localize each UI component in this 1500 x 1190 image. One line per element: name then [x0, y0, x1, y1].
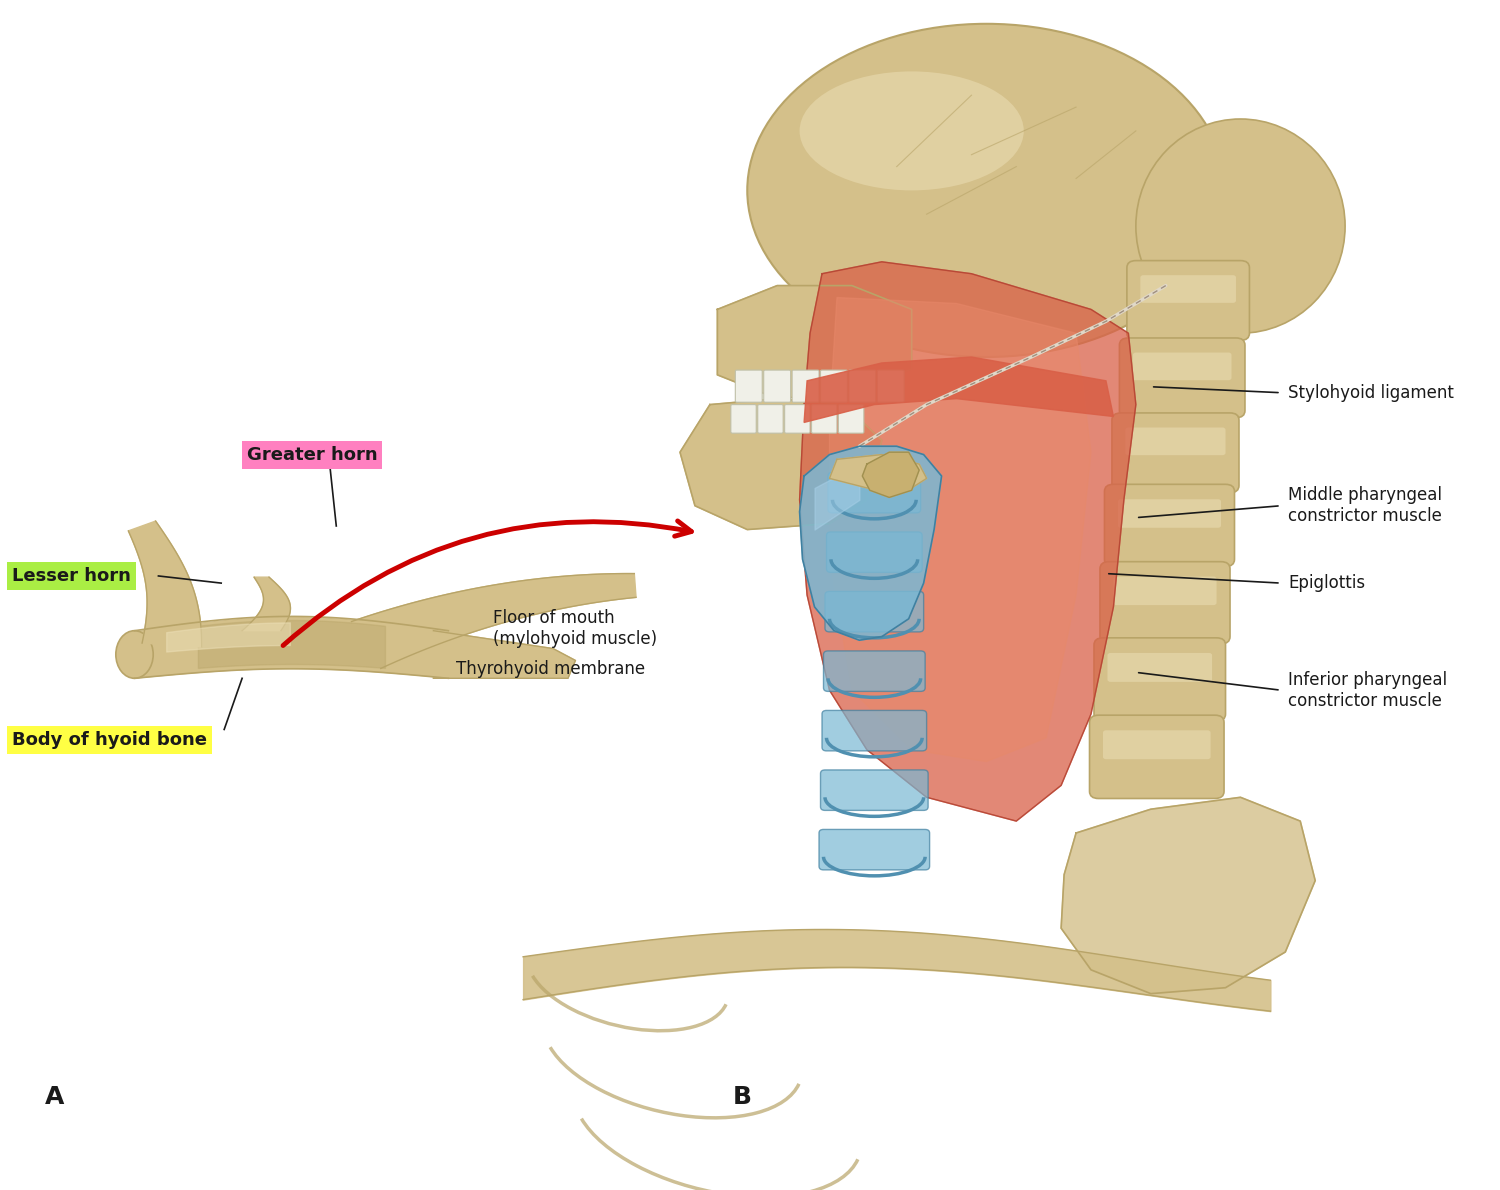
Polygon shape — [862, 452, 919, 497]
FancyBboxPatch shape — [849, 370, 876, 402]
Text: Body of hyoid bone: Body of hyoid bone — [12, 731, 207, 750]
Polygon shape — [717, 286, 912, 399]
Polygon shape — [351, 574, 636, 669]
FancyBboxPatch shape — [1100, 562, 1230, 644]
Polygon shape — [242, 577, 291, 631]
Ellipse shape — [747, 24, 1226, 357]
Polygon shape — [129, 521, 201, 647]
FancyBboxPatch shape — [1112, 413, 1239, 493]
FancyBboxPatch shape — [730, 405, 756, 433]
Polygon shape — [830, 455, 927, 488]
Polygon shape — [800, 262, 1136, 821]
Polygon shape — [804, 357, 1113, 422]
Text: Inferior pharyngeal
constrictor muscle: Inferior pharyngeal constrictor muscle — [1288, 671, 1448, 709]
FancyBboxPatch shape — [764, 370, 790, 402]
Text: Floor of mouth
(mylohyoid muscle): Floor of mouth (mylohyoid muscle) — [494, 609, 657, 649]
FancyBboxPatch shape — [812, 405, 837, 433]
FancyBboxPatch shape — [1132, 352, 1232, 381]
FancyBboxPatch shape — [1125, 427, 1226, 456]
FancyBboxPatch shape — [792, 370, 819, 402]
FancyBboxPatch shape — [828, 472, 921, 513]
Polygon shape — [830, 298, 1090, 762]
FancyBboxPatch shape — [1113, 577, 1216, 605]
FancyBboxPatch shape — [825, 591, 924, 632]
FancyBboxPatch shape — [821, 770, 928, 810]
Text: Lesser horn: Lesser horn — [12, 566, 130, 585]
FancyBboxPatch shape — [1107, 653, 1212, 682]
FancyBboxPatch shape — [1104, 484, 1234, 566]
FancyBboxPatch shape — [827, 532, 922, 572]
FancyBboxPatch shape — [822, 710, 927, 751]
FancyBboxPatch shape — [1102, 731, 1210, 759]
FancyBboxPatch shape — [839, 405, 864, 433]
Polygon shape — [800, 446, 942, 640]
Ellipse shape — [800, 71, 1024, 190]
FancyBboxPatch shape — [821, 370, 848, 402]
Text: B: B — [732, 1085, 752, 1109]
Polygon shape — [680, 399, 882, 530]
Ellipse shape — [1136, 119, 1346, 333]
Text: Middle pharyngeal
constrictor muscle: Middle pharyngeal constrictor muscle — [1288, 487, 1443, 525]
FancyBboxPatch shape — [1140, 275, 1236, 303]
FancyBboxPatch shape — [1119, 338, 1245, 418]
FancyBboxPatch shape — [1126, 261, 1250, 340]
Text: Greater horn: Greater horn — [246, 445, 376, 464]
FancyBboxPatch shape — [1089, 715, 1224, 798]
FancyBboxPatch shape — [1094, 638, 1226, 721]
FancyBboxPatch shape — [735, 370, 762, 402]
FancyBboxPatch shape — [1118, 500, 1221, 528]
FancyBboxPatch shape — [878, 370, 904, 402]
Ellipse shape — [116, 631, 153, 678]
Polygon shape — [1060, 797, 1316, 994]
FancyBboxPatch shape — [784, 405, 810, 433]
Text: Thyrohyoid membrane: Thyrohyoid membrane — [456, 660, 645, 678]
FancyBboxPatch shape — [824, 651, 926, 691]
Polygon shape — [433, 631, 576, 678]
Text: Stylohyoid ligament: Stylohyoid ligament — [1288, 383, 1454, 402]
FancyBboxPatch shape — [758, 405, 783, 433]
FancyBboxPatch shape — [819, 829, 930, 870]
Text: A: A — [45, 1085, 64, 1109]
Text: Epiglottis: Epiglottis — [1288, 574, 1365, 593]
